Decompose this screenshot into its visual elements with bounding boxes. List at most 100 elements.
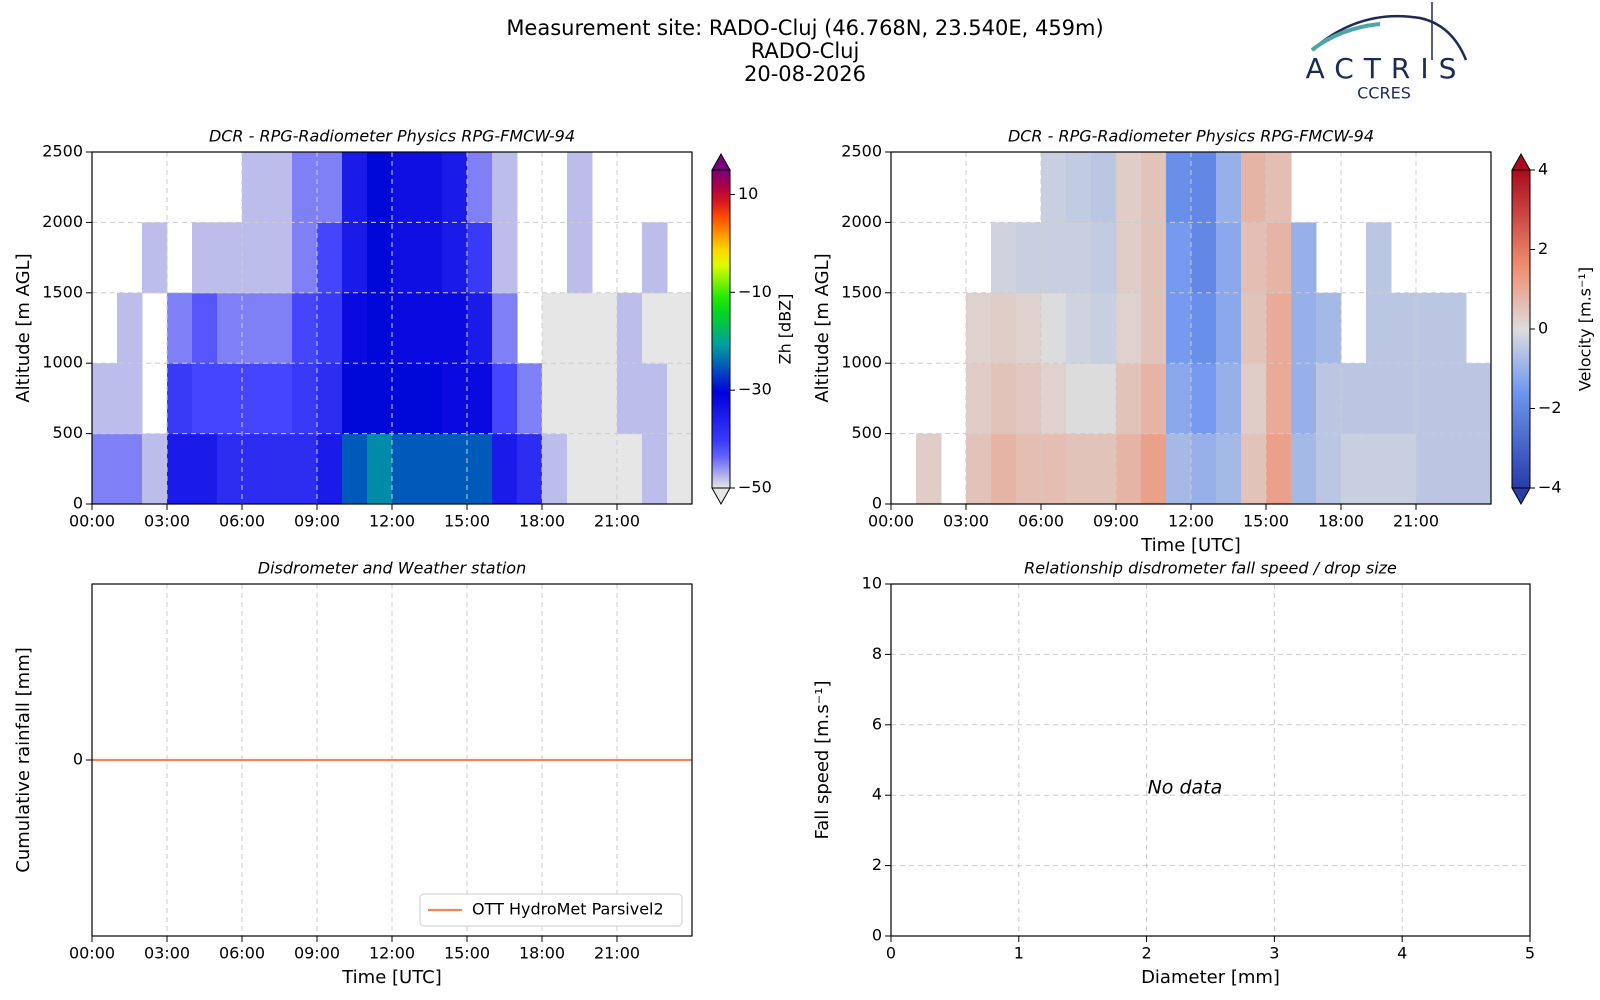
heatmap-cell [317,292,343,364]
x-tick-label: 06:00 [219,512,265,531]
heatmap-cell [1041,433,1067,505]
x-tick-label: 12:00 [1168,512,1214,531]
heatmap-cell [642,433,668,505]
heatmap-cell [1216,222,1242,294]
heatmap-cell [142,433,168,505]
heatmap-cell [1416,363,1442,435]
x-tick-label: 15:00 [444,512,490,531]
heatmap-cell [1116,363,1142,435]
x-tick-label: 03:00 [144,512,190,531]
heatmap-cell [267,222,293,294]
heatmap-cell [1266,363,1292,435]
panel-title: DCR - RPG-Radiometer Physics RPG-FMCW-94 [1008,127,1374,146]
heatmap-cell [991,222,1017,294]
y-tick-label: 500 [52,423,83,442]
heatmap-cell [1416,292,1442,364]
heatmap-cell [367,363,393,435]
heatmap-cell [242,292,268,364]
heatmap-cell [991,292,1017,364]
title-line: RADO-Cluj [751,39,860,63]
heatmap-cell [442,292,468,364]
heatmap-cell [567,292,593,364]
x-tick-label: 21:00 [1393,512,1439,531]
heatmap-cell [916,433,942,505]
colorbar-tick-label: −2 [1538,398,1562,417]
heatmap-cell [617,292,643,364]
x-tick-label: 15:00 [444,944,490,963]
y-tick-label: 2000 [841,212,882,231]
x-tick-label: 1 [1014,944,1024,963]
x-tick-label: 06:00 [1018,512,1064,531]
heatmap-cell [1291,292,1317,364]
colorbar-frame [711,169,731,489]
heatmap-cell [167,292,193,364]
heatmap-cell [1091,363,1117,435]
heatmap-cell [592,292,618,364]
heatmap-cell [492,292,518,364]
heatmap-cell [92,433,118,505]
colorbar-tick-label: −50 [738,478,772,497]
x-tick-label: 12:00 [369,512,415,531]
heatmap-cell [392,152,418,223]
x-axis-label: Time [UTC] [1140,535,1241,556]
heatmap-cell [567,433,593,505]
heatmap-cell [242,433,268,505]
heatmap-cell [1291,222,1317,294]
colorbar-tick-label: 0 [1538,319,1548,338]
heatmap-cell [142,222,168,294]
heatmap-cell [1241,152,1267,223]
heatmap-cell [392,363,418,435]
panel-title: Relationship disdrometer fall speed / dr… [1024,559,1397,578]
heatmap-cell [1366,433,1392,505]
heatmap-cell [1191,222,1217,294]
heatmap-cell [966,363,992,435]
heatmap-cell [1191,292,1217,364]
heatmap-cell [667,292,693,364]
heatmap-cell [542,433,568,505]
y-tick-label: 2500 [841,142,882,161]
heatmap-cell [1166,152,1192,223]
heatmap-cell [367,292,393,364]
heatmap-cell [367,222,393,294]
heatmap-cell [1391,363,1417,435]
heatmap-cell [342,222,368,294]
x-tick-label: 21:00 [594,512,640,531]
heatmap-cell [317,222,343,294]
heatmap-cell [442,363,468,435]
heatmap-cell [1091,433,1117,505]
colorbar [1512,170,1530,488]
x-tick-label: 12:00 [369,944,415,963]
heatmap-cell [467,363,493,435]
heatmap-cell [1316,292,1342,364]
heatmap-cell [1141,152,1167,223]
heatmap-cell [392,433,418,505]
heatmap-cell [1041,292,1067,364]
heatmap-cell [1441,363,1467,435]
x-axis-label: Time [UTC] [341,967,442,988]
heatmap-cell [517,433,543,505]
heatmap-cell [1241,222,1267,294]
heatmap-cell [342,292,368,364]
heatmap-cell [442,152,468,223]
heatmap-cell [317,433,343,505]
y-tick-label: 4 [872,785,882,804]
heatmap-cell [966,433,992,505]
heatmap-cell [117,433,143,505]
x-axis-label: Diameter [mm] [1141,967,1280,988]
heatmap-cell [1091,222,1117,294]
x-tick-label: 09:00 [294,944,340,963]
y-tick-label: 10 [862,574,882,593]
heatmap-cell [1016,433,1042,505]
x-tick-label: 03:00 [144,944,190,963]
y-tick-label: 1500 [841,282,882,301]
colorbar-label: Velocity [m.s⁻¹] [1576,267,1595,391]
heatmap-cell [1041,222,1067,294]
colorbar-tick-label: 10 [738,184,758,203]
heatmap-cell [1266,222,1292,294]
y-tick-label: 1000 [42,353,83,372]
colorbar-extend [1511,152,1531,171]
heatmap-cell [517,363,543,435]
heatmap-cell [1166,292,1192,364]
heatmap-cell [1166,363,1192,435]
